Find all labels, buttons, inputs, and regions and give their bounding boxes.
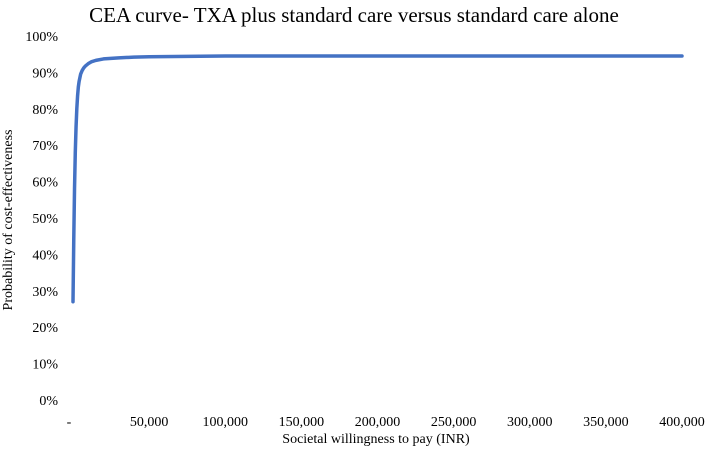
y-axis-ticks: 0% 10% 20% 30% 40% 50% 60% 70% 80% 90% 100% (25, 30, 58, 409)
x-tick-label: 350,000 (583, 415, 629, 430)
x-tick-label: - (67, 415, 72, 430)
x-tick-label: 400,000 (659, 415, 705, 430)
y-tick-label: 60% (32, 176, 58, 191)
y-tick-label: 80% (32, 103, 58, 118)
x-tick-label: 100,000 (203, 415, 249, 430)
y-tick-label: 70% (32, 139, 58, 154)
y-tick-label: 100% (25, 30, 58, 45)
y-tick-label: 50% (32, 212, 58, 227)
x-axis-label: Societal willingness to pay (INR) (282, 432, 470, 447)
y-tick-label: 90% (32, 66, 58, 81)
y-tick-label: 40% (32, 248, 58, 263)
y-axis-label: Probability of cost-effectiveness (1, 130, 16, 311)
y-tick-label: 10% (32, 358, 58, 373)
series-layer (71, 54, 684, 304)
x-axis-ticks: - 50,000 100,000 150,000 200,000 250,000 300,0… (67, 415, 705, 430)
chart-title: CEA curve- TXA plus standard care versus… (89, 3, 619, 27)
x-tick-label: 250,000 (431, 415, 477, 430)
x-tick-label: 50,000 (130, 415, 169, 430)
series-line (71, 54, 684, 304)
y-tick-label: 30% (32, 285, 58, 300)
x-tick-label: 300,000 (507, 415, 553, 430)
x-tick-label: 150,000 (279, 415, 325, 430)
x-tick-label: 200,000 (355, 415, 401, 430)
y-tick-label: 0% (39, 394, 58, 409)
y-tick-label: 20% (32, 321, 58, 336)
